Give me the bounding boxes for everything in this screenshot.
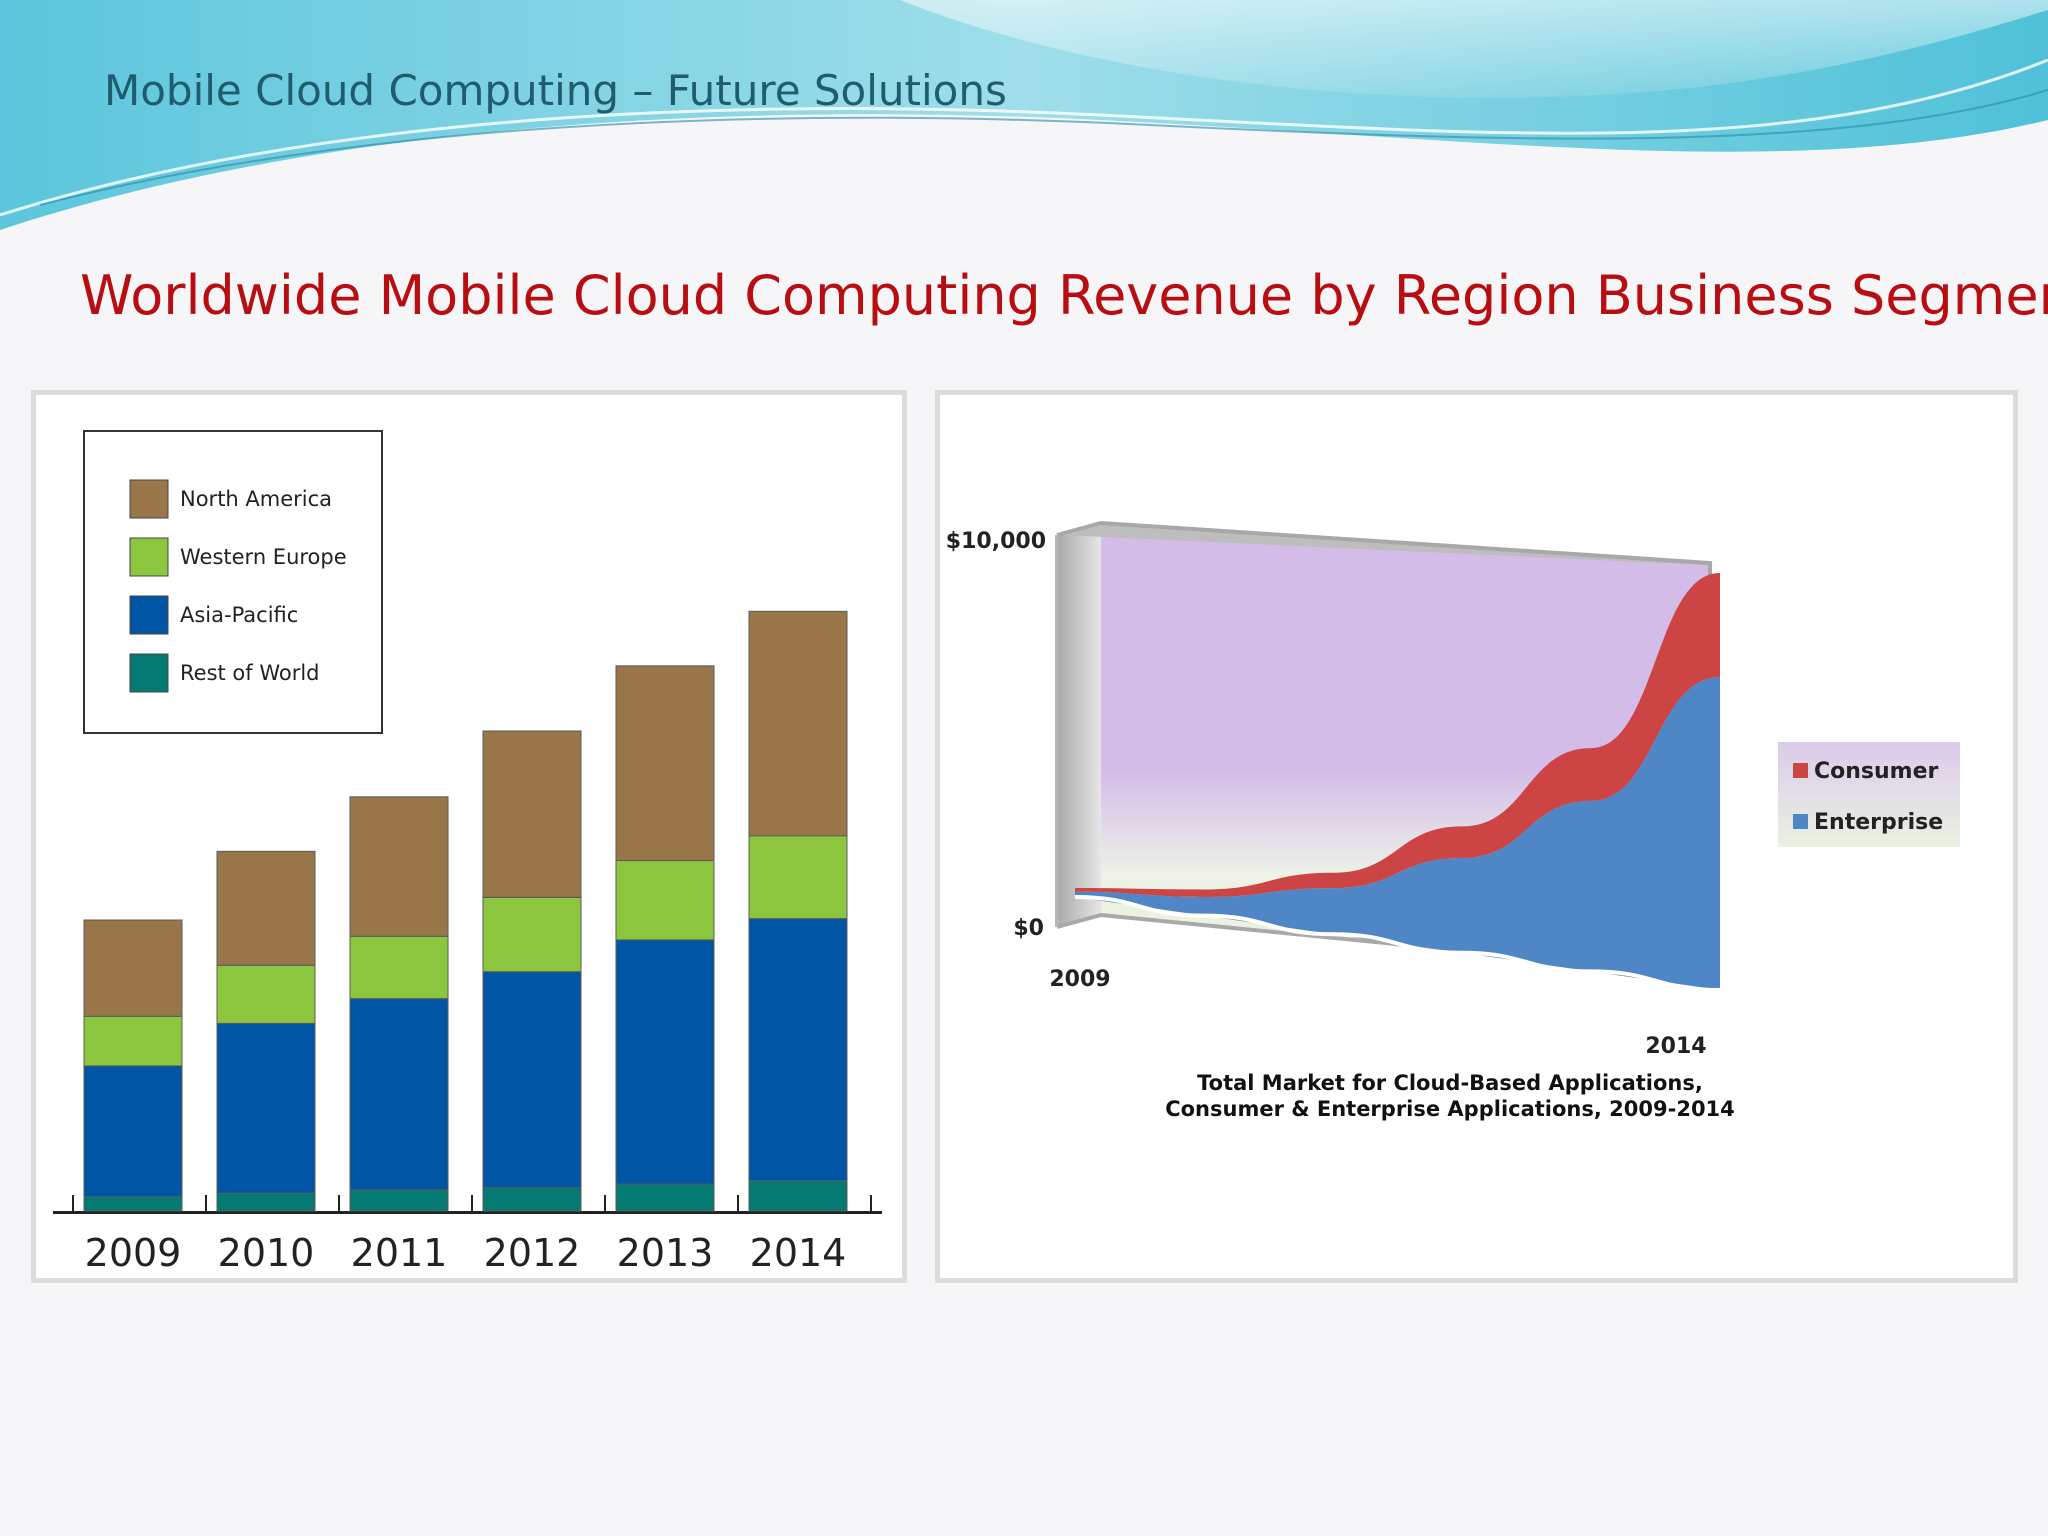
y-tick-label-max: $10,000 <box>946 529 1046 554</box>
area-legend-label-consumer: Consumer <box>1814 759 1939 784</box>
side-wall <box>1057 523 1101 927</box>
bar-western-europe-2014 <box>748 835 848 920</box>
bar-western-europe-2010 <box>216 964 316 1024</box>
top-rim <box>1061 523 1710 565</box>
chart-caption-line-2: Consumer & Enterprise Applications, 2009… <box>1165 1097 1735 1121</box>
header-title: Mobile Cloud Computing – Future Solution… <box>104 66 1007 115</box>
bar-rest-of-world-2010 <box>216 1192 316 1212</box>
header-swoosh-highlight <box>900 0 2048 98</box>
x-tick-label: 2013 <box>617 1231 714 1275</box>
legend-swatch-asia-pacific <box>129 595 169 635</box>
bar-asia-pacific-2009 <box>83 1065 183 1198</box>
bar-western-europe-2013 <box>615 860 715 941</box>
regional-revenue-bar-chart: 2009 2010 2011 2012 2013 2014 North America Wes… <box>53 430 882 1275</box>
x-tick-label: 2011 <box>351 1231 448 1275</box>
bar-north-america-2013 <box>615 665 715 862</box>
y-tick-label-min: $0 <box>1013 916 1044 941</box>
bar-north-america-2012 <box>482 730 582 898</box>
area-floor-edge <box>1074 895 1721 992</box>
area-legend-box <box>1778 742 1960 847</box>
legend-label-rest-of-world: Rest of World <box>180 661 320 685</box>
bar-north-america-2009 <box>83 919 183 1017</box>
legend-swatch-north-america <box>129 479 169 519</box>
area-legend-label-enterprise: Enterprise <box>1814 810 1943 835</box>
bar-rest-of-world-2011 <box>349 1189 449 1212</box>
bar-western-europe-2009 <box>83 1015 183 1067</box>
cloud-market-chart-panel: $10,000 $0 2009 2014 Total Market for Cloud-… <box>935 390 2018 1283</box>
bar-rest-of-world-2012 <box>482 1187 582 1212</box>
bar-asia-pacific-2011 <box>349 998 449 1191</box>
x-tick-label: 2010 <box>218 1231 315 1275</box>
header-swoosh-line-2 <box>39 89 2048 206</box>
legend-label-asia-pacific: Asia-Pacific <box>180 603 298 627</box>
x-tick-label-start: 2009 <box>1049 967 1110 992</box>
bar-north-america-2010 <box>216 850 316 966</box>
legend-swatch-western-europe <box>129 537 169 577</box>
area-enterprise <box>1075 677 1720 990</box>
bar-asia-pacific-2012 <box>482 971 582 1189</box>
bar-north-america-2014 <box>748 610 848 837</box>
legend: North America Western Europe Asia-Pacific R… <box>83 430 383 734</box>
x-tick-label: 2012 <box>484 1231 581 1275</box>
x-tick-label: 2014 <box>750 1231 847 1275</box>
bar-asia-pacific-2013 <box>615 939 715 1185</box>
x-tick-label: 2009 <box>85 1231 182 1275</box>
chart-caption-line-1: Total Market for Cloud-Based Application… <box>1197 1071 1703 1095</box>
bar-rest-of-world-2013 <box>615 1183 715 1212</box>
bar-western-europe-2012 <box>482 896 582 973</box>
regional-revenue-chart-panel: 2009 2010 2011 2012 2013 2014 North America Wes… <box>31 390 907 1283</box>
bar-rest-of-world-2009 <box>83 1196 183 1212</box>
x-tick-label-end: 2014 <box>1645 1034 1706 1059</box>
legend-swatch-rest-of-world <box>129 653 169 693</box>
header-swoosh-line <box>0 58 2048 217</box>
bar-north-america-2011 <box>349 796 449 937</box>
area-legend-swatch-consumer <box>1793 763 1808 778</box>
cloud-market-area-chart: $10,000 $0 2009 2014 Total Market for Cloud-… <box>946 520 1960 1121</box>
bar-asia-pacific-2010 <box>216 1022 316 1194</box>
legend-box <box>83 430 383 734</box>
legend-label-western-europe: Western Europe <box>180 545 347 569</box>
area-legend-swatch-enterprise <box>1793 814 1808 829</box>
bar-rest-of-world-2014 <box>748 1180 848 1212</box>
bar-asia-pacific-2014 <box>748 918 848 1182</box>
legend-label-north-america: North America <box>180 487 332 511</box>
slide-title: Worldwide Mobile Cloud Computing Revenue… <box>80 264 2048 327</box>
bar-western-europe-2011 <box>349 935 449 1000</box>
area-legend: Consumer Enterprise <box>1778 742 1960 847</box>
